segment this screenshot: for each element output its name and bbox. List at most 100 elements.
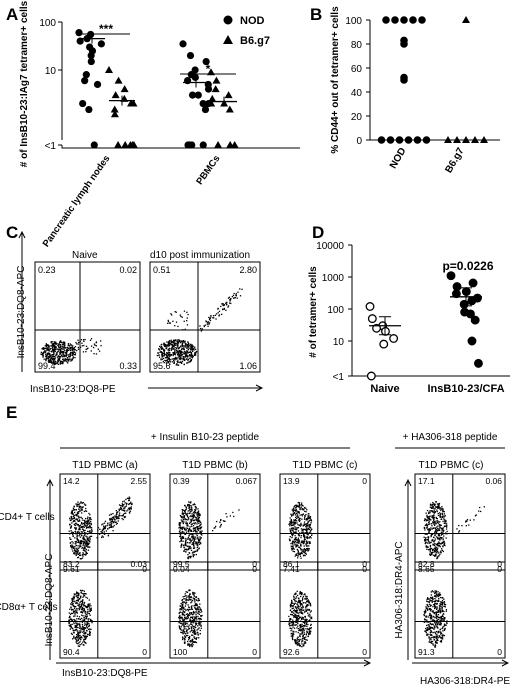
panel-e-event bbox=[196, 631, 198, 633]
panel-e-event bbox=[195, 623, 197, 626]
panel-e-event bbox=[79, 641, 81, 643]
panel-a-point bbox=[90, 141, 98, 149]
panel-c-event bbox=[170, 341, 173, 343]
panel-e-event bbox=[294, 616, 297, 619]
panel-e-event bbox=[184, 593, 186, 595]
panel-e-event bbox=[73, 611, 75, 614]
panel-e-event bbox=[219, 521, 221, 523]
panel-c-event bbox=[174, 325, 176, 327]
panel-e-event bbox=[290, 633, 292, 635]
panel-e-event bbox=[179, 515, 182, 517]
panel-e-event bbox=[440, 615, 442, 618]
panel-e-event bbox=[98, 533, 101, 535]
panel-e-event bbox=[307, 523, 309, 525]
panel-e-quadrant-lower-right: 0 bbox=[252, 647, 257, 657]
panel-c-event bbox=[59, 355, 61, 357]
panel-e-event bbox=[78, 552, 80, 554]
panel-e-event bbox=[294, 555, 296, 557]
panel-e-event bbox=[291, 637, 293, 639]
panel-e-event bbox=[69, 523, 71, 525]
panel-e-event bbox=[193, 598, 195, 600]
panel-c-event bbox=[70, 351, 72, 354]
panel-e-event bbox=[185, 616, 187, 618]
panel-e-event bbox=[76, 610, 78, 612]
panel-e-event bbox=[110, 521, 112, 523]
panel-e-event bbox=[190, 547, 192, 549]
panel-c-event bbox=[183, 340, 185, 342]
panel-e-event bbox=[85, 527, 88, 529]
panel-c-event bbox=[181, 316, 183, 318]
panel-c-event bbox=[58, 343, 60, 345]
panel-d-ylabel: # of tetramer+ cells bbox=[308, 266, 319, 358]
panel-e-event bbox=[291, 611, 293, 613]
panel-e-event bbox=[189, 508, 192, 511]
panel-c-event bbox=[177, 339, 179, 341]
panel-e-event bbox=[76, 602, 78, 604]
panel-e-quadrant-upper-left: 17.1 bbox=[418, 476, 435, 486]
panel-e-event bbox=[305, 511, 307, 513]
panel-c-event bbox=[168, 361, 170, 363]
panel-e-event bbox=[302, 621, 304, 623]
panel-e-event bbox=[436, 510, 438, 513]
panel-c-event bbox=[66, 357, 69, 359]
panel-e-event bbox=[75, 593, 77, 595]
panel-e-event bbox=[436, 621, 438, 623]
panel-c-event bbox=[178, 350, 181, 352]
panel-c-event bbox=[48, 361, 51, 363]
panel-e-event bbox=[74, 511, 76, 514]
panel-c-event bbox=[66, 358, 68, 360]
panel-c-event bbox=[57, 345, 60, 348]
panel-e-event bbox=[70, 618, 72, 620]
panel-d-point bbox=[379, 339, 389, 349]
panel-e-event bbox=[86, 536, 88, 538]
panel-e-event bbox=[429, 504, 432, 506]
panel-e-event bbox=[435, 522, 437, 524]
panel-e-event bbox=[200, 523, 202, 525]
panel-e-event bbox=[82, 553, 85, 555]
panel-e-event bbox=[299, 635, 301, 637]
panel-e-event bbox=[437, 514, 440, 517]
panel-e-event bbox=[187, 621, 189, 623]
panel-c-event bbox=[194, 353, 197, 355]
panel-b-points bbox=[377, 16, 488, 144]
panel-e-event bbox=[108, 527, 110, 529]
panel-e-event bbox=[130, 503, 133, 506]
panel-c-event bbox=[72, 357, 74, 359]
panel-c-event bbox=[45, 344, 47, 346]
panel-c-event bbox=[67, 354, 70, 356]
panel-e-event bbox=[302, 605, 304, 607]
panel-c-event bbox=[42, 353, 44, 355]
panel-e-event bbox=[429, 545, 432, 548]
panel-e-event bbox=[199, 530, 201, 532]
panel-e-event bbox=[425, 630, 427, 632]
panel-e-event bbox=[439, 640, 442, 643]
panel-e-event bbox=[295, 597, 297, 599]
panel-c-event bbox=[52, 357, 54, 359]
panel-e-event bbox=[180, 602, 182, 605]
panel-a-point bbox=[87, 57, 95, 66]
panel-e-event bbox=[188, 505, 190, 507]
panel-e-event bbox=[297, 605, 299, 607]
panel-e-event bbox=[303, 625, 306, 627]
panel-a-ytick-10: 10 bbox=[45, 66, 57, 77]
panel-e-event bbox=[294, 544, 296, 546]
panel-e-event bbox=[197, 537, 199, 539]
panel-e-event bbox=[109, 524, 111, 526]
panel-e-event bbox=[428, 531, 430, 533]
panel-e-event bbox=[77, 524, 79, 526]
panel-e-xlabel-right: HA306-318:DR4-PE bbox=[420, 676, 510, 687]
panel-c-event bbox=[182, 358, 184, 360]
panel-e-event bbox=[303, 621, 305, 624]
panel-e-event bbox=[306, 549, 309, 551]
panel-e-event bbox=[308, 627, 311, 629]
panel-e-event bbox=[427, 518, 429, 520]
panel-c-event bbox=[169, 353, 171, 356]
panel-e-event bbox=[439, 539, 441, 541]
panel-c-event bbox=[59, 347, 61, 349]
panel-e-event bbox=[291, 622, 293, 624]
panel-e-event bbox=[310, 628, 312, 630]
panel-e-quadrant-lower-left: 91.3 bbox=[418, 647, 435, 657]
panel-c-event bbox=[182, 342, 184, 344]
panel-e-event bbox=[192, 613, 194, 616]
panel-a-point bbox=[207, 68, 216, 76]
